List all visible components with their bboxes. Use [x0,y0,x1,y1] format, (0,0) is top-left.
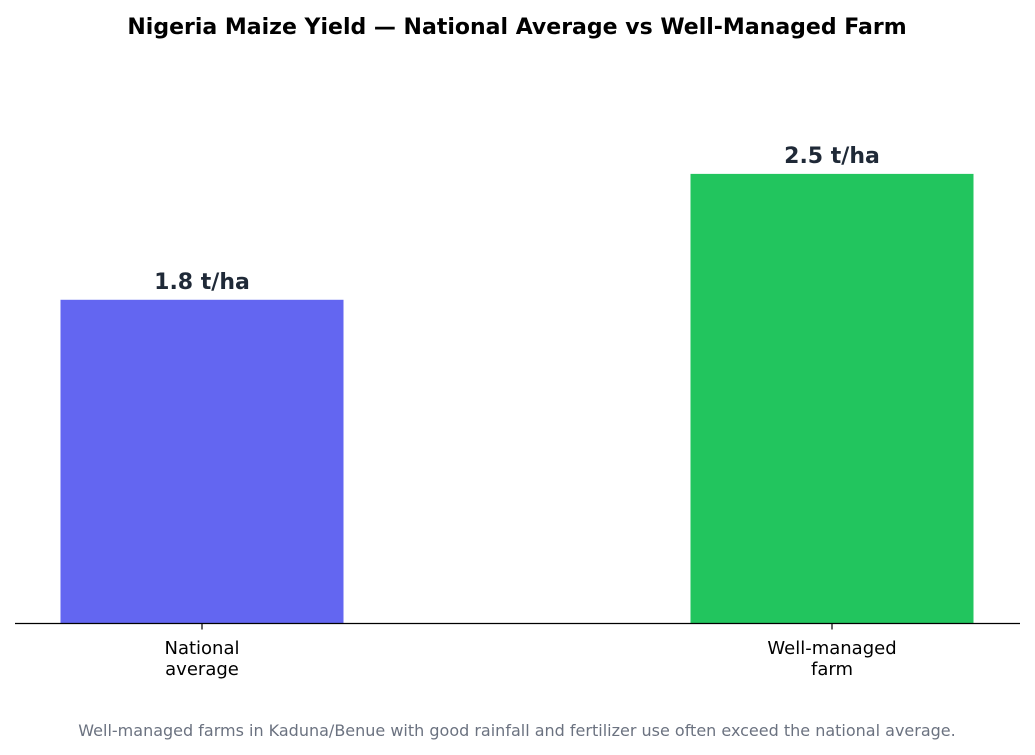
chart-footnote: Well-managed farms in Kaduna/Benue with … [78,721,955,740]
bar-1 [690,173,974,624]
bar-value-label-0: 1.8 t/ha [154,270,250,295]
x-axis-ticks: National average Well-managed farm [164,623,897,680]
x-tick-label-1: Well-managed farm [767,638,896,680]
bar-value-label-1: 2.5 t/ha [784,144,880,169]
bars-layer: 1.8 t/ha 2.5 t/ha [60,144,974,624]
chart-title: Nigeria Maize Yield — National Average v… [127,15,906,40]
bar-0 [60,299,344,624]
x-tick-label-0: National average [164,638,239,680]
